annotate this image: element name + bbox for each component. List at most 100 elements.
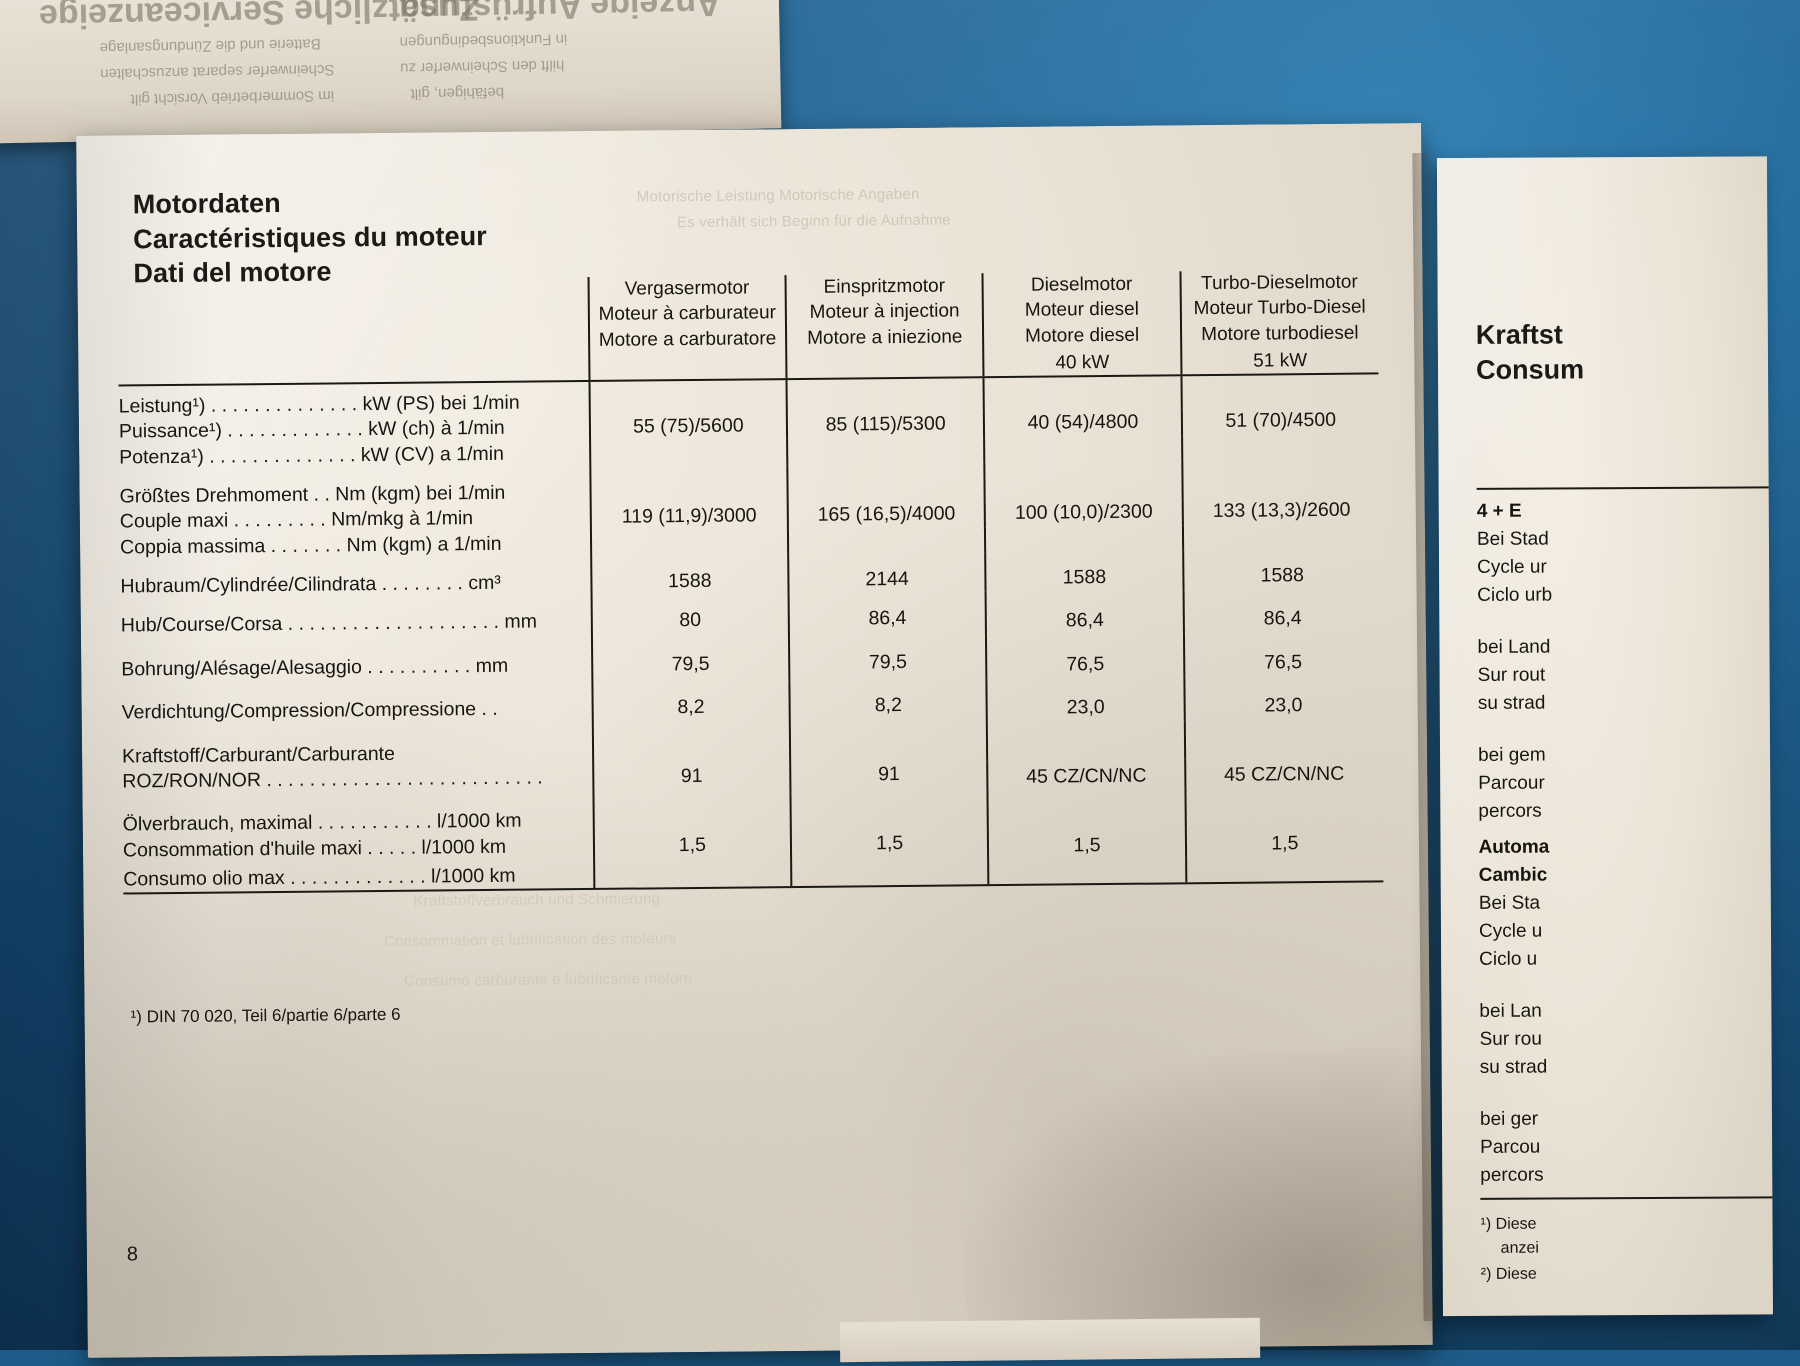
back-sheet-paper: Zusätzliche Serviceanzeige Anzeige Aufrü… <box>0 0 782 144</box>
cell-torque-diesel <box>985 525 1183 553</box>
cell-bore-injection: 79,5 <box>789 634 987 681</box>
cell-fuel-turbodiesel <box>1184 717 1383 760</box>
cell-torque-turbodiesel <box>1181 458 1380 500</box>
back-sheet-ghost-line-2: Anzeige Aufrüstung <box>398 0 722 29</box>
engine-spec-table: Vergasermotor Moteur à carburateur Motor… <box>118 269 1384 895</box>
row-label-bore-0: Bohrung/Alésage/Alesaggio . . . . . . . … <box>121 654 509 681</box>
cell-torque-injection: 165 (16,5)/4000 <box>787 501 986 529</box>
cell-torque-turbodiesel: 133 (13,3)/2600 <box>1182 497 1380 526</box>
cell-torque-carburettor: 119 (11,9)/3000 <box>590 503 788 531</box>
col0-fr: Moteur à carburateur <box>598 302 777 326</box>
cell-power-diesel: 40 (54)/4800 <box>984 409 1182 437</box>
right-page-line-11: Cycle u <box>1478 920 1543 942</box>
col0-de: Vergasermotor <box>624 277 750 300</box>
bleed-ghost-5: Consumo carburante e lubrificante motore <box>404 970 693 990</box>
cell-compression-diesel: 23,0 <box>986 676 1185 722</box>
cell-power-carburettor: 55 (75)/5600 <box>589 413 788 441</box>
cell-stroke-injection: 86,4 <box>788 591 987 637</box>
cell-displacement-injection: 2144 <box>788 552 986 594</box>
col1-kw <box>787 351 982 353</box>
right-page-line-8: Parcour <box>1478 772 1545 794</box>
column-header-diesel: Dieselmotor Moteur diesel Motore diesel … <box>982 271 1182 377</box>
column-header-injection: Einspritzmotor Moteur à injection Motore… <box>785 273 984 379</box>
col2-de: Dieselmotor <box>1030 273 1133 296</box>
row-label-compression-0: Verdichtung/Compression/Compressione . . <box>121 698 498 724</box>
col3-it: Motore turbodiesel <box>1201 322 1359 345</box>
right-page-section2-title-de: Automa <box>1478 836 1550 858</box>
cell-oil-carburettor: 1,5 <box>593 831 792 863</box>
row-label-fuel-1: ROZ/RON/NOR . . . . . . . . . . . . . . … <box>122 766 543 793</box>
cell-power-diesel <box>984 435 1182 463</box>
cell-torque-diesel: 100 (10,0)/2300 <box>985 499 1183 527</box>
footnote: ¹) DIN 70 020, Teil 6/partie 6/parte 6 <box>130 1004 401 1027</box>
row-label-fuel-0: Kraftstoff/Carburant/Carburante <box>121 742 395 767</box>
col2-it: Motore diesel <box>1024 324 1140 347</box>
table-header-row: Vergasermotor Moteur à carburateur Motor… <box>118 269 1379 384</box>
cell-compression-injection: 8,2 <box>789 678 988 724</box>
cell-oil-injection: 1,5 <box>790 829 989 861</box>
cell-oil-carburettor <box>593 860 792 889</box>
cell-stroke-diesel: 86,4 <box>985 589 1184 635</box>
back-sheet-ghost-line-3: Batterie und die Zündungsanlage <box>99 35 321 57</box>
bleed-ghost-1: Motorische Leistung Motorische Angaben <box>636 185 920 206</box>
cell-compression-turbodiesel: 23,0 <box>1184 674 1382 720</box>
right-page-line-14: Sur rou <box>1479 1028 1542 1050</box>
cell-power-carburettor <box>589 380 787 416</box>
col0-kw <box>590 353 785 355</box>
cell-displacement-carburettor: 1588 <box>590 554 789 596</box>
page-title-de: Motordaten <box>132 187 281 220</box>
cell-oil-diesel: 1,5 <box>988 827 1186 860</box>
back-sheet-ghost-line-5: Scheinwerfer separat anzuschalten <box>100 60 335 83</box>
right-page-title-line1: Kraftst <box>1475 319 1563 350</box>
cell-power-injection: 85 (115)/5300 <box>786 411 985 439</box>
table-body: Leistung¹) . . . . . . . . . . . . . . k… <box>119 374 1384 892</box>
cell-oil-injection <box>791 859 989 887</box>
cell-power-turbodiesel <box>1181 433 1380 461</box>
row-label-oil-1: Consommation d'huile maxi . . . . . l/10… <box>122 835 507 862</box>
right-page-line-6: su strad <box>1477 692 1546 714</box>
right-page-footnote-1b: anzei <box>1500 1239 1539 1257</box>
back-sheet-ghost-line-7: im Sommerbetrieb Vorsicht gilt <box>130 86 335 108</box>
right-page-line-18: percors <box>1480 1164 1544 1186</box>
right-page-line-4: bei Land <box>1477 636 1551 658</box>
right-page-title: Kraftst Consum <box>1476 317 1584 387</box>
cell-displacement-diesel: 1588 <box>985 550 1184 592</box>
back-sheet-ghost-line-4: in Funktionsbedingungen <box>399 30 568 51</box>
cell-fuel-carburettor: 91 <box>592 762 791 795</box>
cast-shadow <box>951 1041 1433 1358</box>
cell-oil-turbodiesel <box>1185 855 1384 883</box>
header-spacer <box>118 277 590 385</box>
cell-oil-turbodiesel <box>1185 786 1383 828</box>
right-page: Kraftst Consum 4 + E Bei Stad Cycle ur C… <box>1436 156 1773 1317</box>
row-label-oil-0: Ölverbrauch, maximal . . . . . . . . . .… <box>122 809 522 836</box>
cell-compression-carburettor: 8,2 <box>592 680 790 726</box>
cell-oil-diesel <box>987 788 1186 830</box>
cell-fuel-injection: 91 <box>790 761 988 793</box>
cell-torque-carburettor <box>590 528 789 557</box>
page-title-fr: Caractéristiques du moteur <box>132 220 487 254</box>
right-page-footnote-1: ¹) Diese <box>1480 1215 1537 1233</box>
cell-bore-turbodiesel: 76,5 <box>1183 631 1382 677</box>
right-page-line-9: percors <box>1478 800 1542 822</box>
bleed-ghost-4: Consommation et lubrification des moteur… <box>383 930 677 950</box>
cell-power-injection <box>786 378 985 414</box>
right-page-line-5: Sur rout <box>1477 664 1546 686</box>
back-sheet-ghost-line-6: hilft den Scheinwerfer zu <box>399 56 565 77</box>
cell-fuel-diesel: 45 CZ/CN/NC <box>987 759 1186 791</box>
right-page-line-1: Bei Stad <box>1476 528 1549 550</box>
cell-torque-injection <box>787 526 986 555</box>
row-label-displacement-0: Hubraum/Cylindrée/Cilindrata . . . . . .… <box>120 571 501 598</box>
col1-de: Einspritzmotor <box>823 275 946 298</box>
right-page-line-17: Parcou <box>1480 1136 1541 1158</box>
right-page-line-3: Ciclo urb <box>1477 584 1553 606</box>
cell-oil-carburettor <box>593 792 791 834</box>
cell-fuel-diesel <box>987 719 1185 762</box>
right-page-section2-title-it: Cambic <box>1478 864 1548 886</box>
page-title: Motordaten Caractéristiques du moteur Da… <box>133 184 488 291</box>
open-booklet: Motorische Leistung Motorische Angaben E… <box>76 120 1773 1366</box>
cell-fuel-turbodiesel: 45 CZ/CN/NC <box>1184 757 1383 789</box>
column-header-carburettor: Vergasermotor Moteur à carburateur Motor… <box>588 275 787 381</box>
cell-power-turbodiesel <box>1181 374 1379 410</box>
right-page-line-10: Bei Sta <box>1478 892 1541 914</box>
cell-bore-carburettor: 79,5 <box>591 636 790 683</box>
